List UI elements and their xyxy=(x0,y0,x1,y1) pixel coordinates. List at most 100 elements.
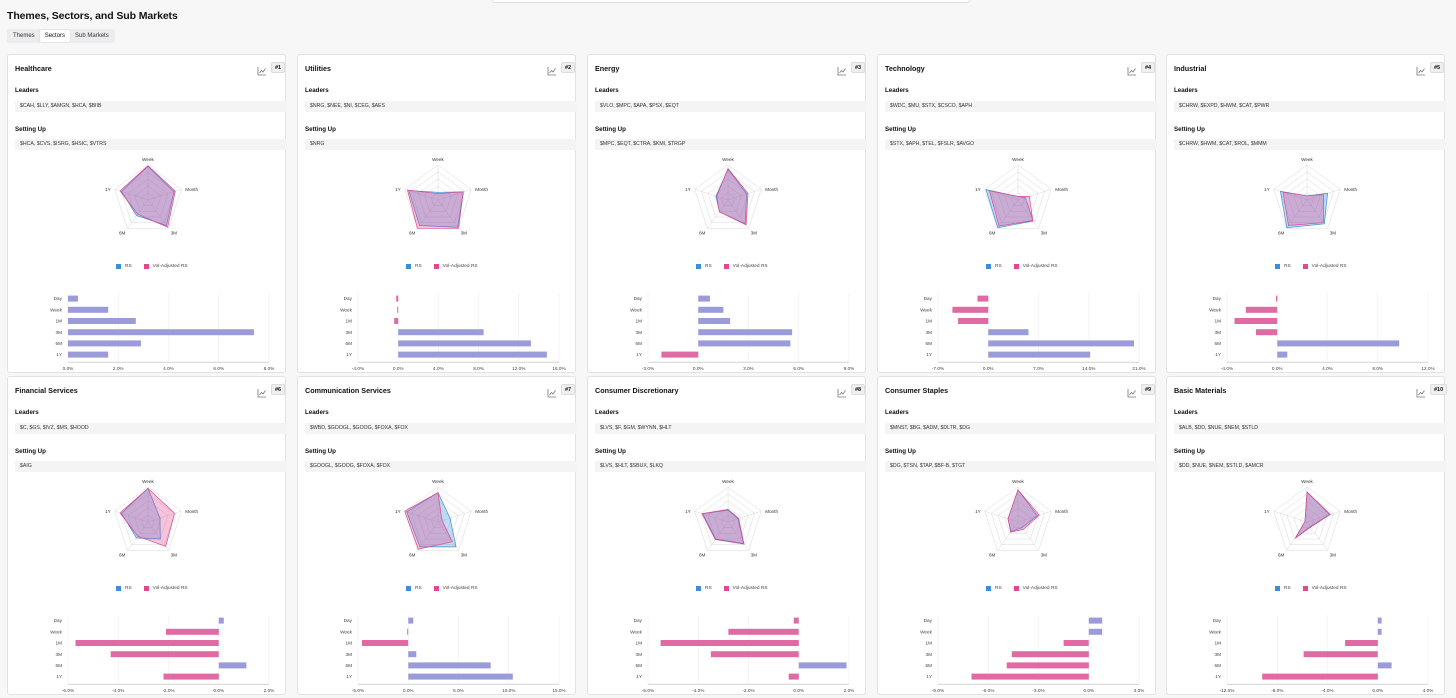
bar-category-label: Day xyxy=(1213,618,1222,623)
legend-label-vol: Vol-Adjusted RS xyxy=(732,586,768,591)
bar-chart-svg: -6.0% -4.0% -2.0% 0.0% 2.0% Day Week 1M 3M 6M 1Y xyxy=(630,615,854,693)
chart-legend: RS Vol-Adjusted RS xyxy=(696,264,768,269)
legend-swatch-rs xyxy=(696,586,701,591)
radar-spoke xyxy=(694,188,729,201)
legend-swatch-vol xyxy=(1013,264,1019,269)
line-chart-icon[interactable] xyxy=(837,385,847,398)
radar-axis-label: 1Y xyxy=(685,187,691,192)
bar-tick-label: -6.0% xyxy=(982,688,994,693)
bar-category-label: 1Y xyxy=(926,352,933,357)
radar-chart: Week Month 3M 6M 1Y xyxy=(938,153,1098,250)
tab-themes[interactable]: Themes xyxy=(13,33,35,39)
bar-chart: -3.0% 0.0% 3.0% 6.0% 9.0% Day Week 1M 3M 6M 1Y xyxy=(588,289,867,374)
bar xyxy=(1262,673,1378,680)
radar-chart: Week Month 3M 6M 1Y xyxy=(358,475,518,572)
sector-title: Financial Services xyxy=(15,386,78,395)
line-chart-icon[interactable] xyxy=(1416,63,1426,76)
legend-swatch-vol xyxy=(1302,586,1308,591)
sector-title: Consumer Staples xyxy=(885,386,949,395)
radar-axis-label: 1Y xyxy=(395,509,401,514)
radar-grid-ring xyxy=(1293,507,1321,534)
radar-grid-ring xyxy=(431,192,445,206)
radar-spoke xyxy=(707,199,729,229)
sector-title: Utilities xyxy=(305,64,331,73)
leaders-label: Leaders xyxy=(1174,409,1198,416)
bar xyxy=(698,318,731,324)
leaders-label: Leaders xyxy=(885,409,909,416)
bar-chart: -7.0% 0.0% 7.0% 14.0% 21.0% Day Week 1M 3M 6M 1Y xyxy=(878,289,1157,374)
bar xyxy=(661,351,699,358)
legend-swatch-rs xyxy=(986,586,991,591)
radar-grid-ring xyxy=(424,185,452,212)
radar-axis-label: 6M xyxy=(1278,230,1285,235)
bar-tick-label: 3.0% xyxy=(743,366,754,371)
bar-chart-svg: -3.0% 0.0% 3.0% 6.0% 9.0% Day Week 1M 3M 6M 1Y xyxy=(630,293,854,371)
chart-legend: RS Vol-Adjusted RS xyxy=(1275,586,1347,591)
radar-axis-label: Month xyxy=(475,509,488,514)
radar-spoke xyxy=(1017,199,1039,229)
radar-spoke xyxy=(694,510,729,523)
legend-swatch-vol xyxy=(143,586,149,591)
radar-spoke xyxy=(1017,521,1039,551)
radar-grid-ring xyxy=(997,178,1039,218)
leaders-label: Leaders xyxy=(595,409,619,416)
radar-svg: Week Month 3M 6M 1Y xyxy=(1264,157,1357,235)
line-chart-icon[interactable] xyxy=(1416,385,1426,398)
bar-tick-label: 4.0% xyxy=(1322,366,1333,371)
radar-chart: Week Month 3M 6M 1Y xyxy=(648,475,808,572)
bar-tick-label: -4.0% xyxy=(1221,366,1233,371)
radar-spoke xyxy=(147,521,169,551)
bar xyxy=(660,640,799,646)
radar-chart: Week Month 3M 6M 1Y xyxy=(68,475,228,572)
radar-axis-label: 1Y xyxy=(105,187,111,192)
line-chart-icon[interactable] xyxy=(837,63,847,76)
leaders-tickers: $CHRW, $EXPD, $HWM, $CAT, $PWR xyxy=(1174,101,1446,112)
leaders-tickers: $NRG, $NEE, $NI, $CEG, $AES xyxy=(305,101,577,112)
bar-category-label: 1Y xyxy=(926,674,933,679)
bar xyxy=(398,329,484,336)
bar-tick-label: -12.0% xyxy=(1220,688,1235,693)
leaders-tickers: $C, $GS, $IVZ, $MS, $HOOD xyxy=(15,423,287,434)
line-chart-icon[interactable] xyxy=(547,63,557,76)
setting-up-tickers: $AIG xyxy=(15,461,287,472)
line-chart-icon[interactable] xyxy=(257,385,267,398)
tab-sectors[interactable]: Sectors xyxy=(39,30,71,42)
bar xyxy=(408,617,414,624)
radar-axis-label: 1Y xyxy=(1264,187,1270,192)
legend-label-vol: Vol-Adjusted RS xyxy=(1022,264,1058,269)
line-chart-icon[interactable] xyxy=(1127,63,1137,76)
bar-category-label: 1M xyxy=(1214,641,1221,646)
tab-sub-markets[interactable]: Sub Markets xyxy=(75,33,109,39)
legend-label-vol: Vol-Adjusted RS xyxy=(1311,264,1347,269)
bar xyxy=(793,617,799,624)
bar-tick-label: -3.0% xyxy=(642,366,654,371)
bar xyxy=(68,306,109,313)
bar-tick-label: 0.0% xyxy=(393,366,404,371)
radar-grid-ring xyxy=(127,500,169,540)
line-chart-icon[interactable] xyxy=(257,63,267,76)
legend-label-rs: RS xyxy=(1284,264,1291,269)
bar-tick-label: 12.0% xyxy=(512,366,525,371)
line-chart-icon[interactable] xyxy=(547,385,557,398)
radar-spoke xyxy=(1017,510,1052,523)
radar-spoke xyxy=(1273,510,1308,523)
bar-tick-label: 12.0% xyxy=(1421,366,1434,371)
bar xyxy=(1377,617,1382,624)
radar-grid-ring xyxy=(1273,164,1341,229)
radar-svg: Week Month 3M 6M 1Y xyxy=(105,157,198,235)
radar-spoke xyxy=(727,188,762,201)
bar-tick-label: 7.0% xyxy=(1033,366,1044,371)
radar-grid-ring xyxy=(984,486,1052,551)
radar-svg: Week Month 3M 6M 1Y xyxy=(395,157,488,235)
radar-grid-ring xyxy=(707,500,749,540)
bar-tick-label: 6.0% xyxy=(213,366,224,371)
radar-series-rs xyxy=(702,509,745,544)
bar-chart: -9.0% -6.0% -3.0% 0.0% 3.0% Day Week 1M 3M 6M 1Y xyxy=(878,611,1157,696)
radar-chart: Week Month 3M 6M 1Y xyxy=(1227,153,1387,250)
radar-axis-label: Month xyxy=(765,509,778,514)
line-chart-icon[interactable] xyxy=(1127,385,1137,398)
rank-badge: #9 xyxy=(1141,384,1156,395)
bar-category-label: 1M xyxy=(635,641,642,646)
radar-svg: Week Month 3M 6M 1Y xyxy=(105,479,198,557)
top-search-bar[interactable] xyxy=(492,0,970,3)
